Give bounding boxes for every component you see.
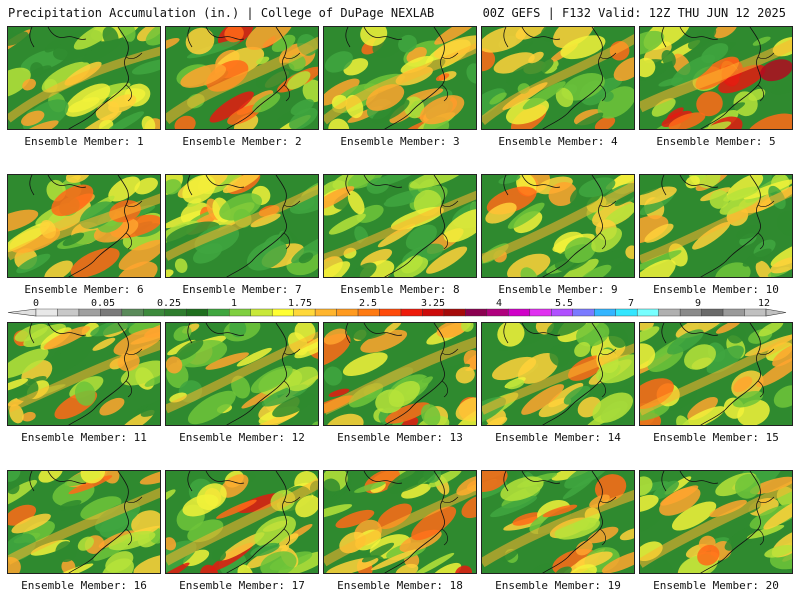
colorbar-swatch xyxy=(336,308,359,317)
ensemble-member-map xyxy=(7,26,161,130)
ensemble-member-label: Ensemble Member: 15 xyxy=(653,431,779,444)
colorbar-tick-label: 2.5 xyxy=(358,298,378,309)
colorbar-swatch xyxy=(78,308,101,317)
colorbar-swatch xyxy=(572,308,595,317)
colorbar-swatch xyxy=(57,308,80,317)
ensemble-member-label: Ensemble Member: 8 xyxy=(340,283,460,296)
colorbar-swatch xyxy=(250,308,273,317)
ensemble-member-label: Ensemble Member: 5 xyxy=(656,135,776,148)
ensemble-member-map xyxy=(165,174,319,278)
model-run-info: 00Z GEFS | F132 Valid: 12Z THU JUN 12 20… xyxy=(482,6,786,20)
colorbar-tick-label: 7 xyxy=(627,298,635,309)
colorbar-swatch xyxy=(35,308,58,317)
ensemble-member-map xyxy=(323,174,477,278)
ensemble-member-label: Ensemble Member: 11 xyxy=(21,431,147,444)
page-title: Precipitation Accumulation (in.) | Colle… xyxy=(8,6,435,20)
colorbar-swatch xyxy=(400,308,423,317)
colorbar-swatch xyxy=(615,308,638,317)
colorbar-tick-label: 4 xyxy=(495,298,503,309)
ensemble-member-map xyxy=(481,322,635,426)
colorbar-swatch xyxy=(551,308,573,317)
colorbar-swatch xyxy=(443,308,466,317)
ensemble-member-label: Ensemble Member: 4 xyxy=(498,135,618,148)
colorbar-swatches xyxy=(7,308,787,317)
ensemble-member-label: Ensemble Member: 1 xyxy=(24,135,144,148)
colorbar-tick-label: 12 xyxy=(757,298,771,309)
ensemble-member-map xyxy=(323,26,477,130)
colorbar-swatch xyxy=(701,308,724,317)
colorbar-swatch xyxy=(379,308,402,317)
colorbar-swatch xyxy=(529,308,552,317)
ensemble-member-map xyxy=(639,174,793,278)
colorbar-swatch xyxy=(186,308,208,317)
colorbar-swatch xyxy=(722,308,745,317)
colorbar-swatch xyxy=(271,308,294,317)
ensemble-member-label: Ensemble Member: 10 xyxy=(653,283,779,296)
colorbar-swatch xyxy=(207,308,230,317)
ensemble-member-label: Ensemble Member: 18 xyxy=(337,579,463,592)
ensemble-member-label: Ensemble Member: 2 xyxy=(182,135,302,148)
ensemble-member-map xyxy=(7,322,161,426)
colorbar-swatch xyxy=(679,308,702,317)
ensemble-member-map xyxy=(165,322,319,426)
ensemble-member-map xyxy=(7,174,161,278)
colorbar-tick-label: 0 xyxy=(32,298,40,309)
colorbar-tick-label: 1 xyxy=(230,298,238,309)
colorbar-low-arrow xyxy=(7,308,37,317)
ensemble-member-map xyxy=(323,322,477,426)
colorbar-tick-label: 3.25 xyxy=(420,298,446,309)
precip-colorbar xyxy=(7,308,787,317)
ensemble-member-map xyxy=(481,470,635,574)
colorbar-swatch xyxy=(636,308,659,317)
ensemble-member-map xyxy=(639,322,793,426)
colorbar-swatch xyxy=(465,308,488,317)
colorbar-swatch xyxy=(594,308,616,317)
colorbar-swatch xyxy=(508,308,531,317)
ensemble-member-label: Ensemble Member: 3 xyxy=(340,135,460,148)
colorbar-tick-label: 9 xyxy=(694,298,702,309)
colorbar-swatch xyxy=(314,308,337,317)
ensemble-member-map xyxy=(639,470,793,574)
ensemble-member-label: Ensemble Member: 6 xyxy=(24,283,144,296)
colorbar-swatch xyxy=(121,308,144,317)
ensemble-member-map xyxy=(639,26,793,130)
ensemble-member-label: Ensemble Member: 17 xyxy=(179,579,305,592)
ensemble-member-label: Ensemble Member: 20 xyxy=(653,579,779,592)
ensemble-member-label: Ensemble Member: 7 xyxy=(182,283,302,296)
ensemble-member-map xyxy=(481,174,635,278)
colorbar-swatch xyxy=(357,308,380,317)
colorbar-swatch xyxy=(486,308,509,317)
colorbar-swatch xyxy=(100,308,123,317)
colorbar-swatch xyxy=(422,308,445,317)
colorbar-swatch xyxy=(229,308,251,317)
ensemble-member-label: Ensemble Member: 14 xyxy=(495,431,621,444)
colorbar-tick-label: 5.5 xyxy=(554,298,574,309)
colorbar-tick-label: 0.25 xyxy=(156,298,182,309)
colorbar-tick-label: 0.05 xyxy=(90,298,116,309)
ensemble-member-label: Ensemble Member: 12 xyxy=(179,431,305,444)
ensemble-member-label: Ensemble Member: 19 xyxy=(495,579,621,592)
colorbar-swatch xyxy=(293,308,316,317)
colorbar-high-arrow xyxy=(765,308,787,317)
ensemble-member-map xyxy=(165,26,319,130)
ensemble-member-map xyxy=(7,470,161,574)
ensemble-member-map xyxy=(481,26,635,130)
colorbar-swatch xyxy=(658,308,681,317)
colorbar-swatch xyxy=(164,308,187,317)
colorbar-swatch xyxy=(744,308,767,317)
ensemble-member-label: Ensemble Member: 13 xyxy=(337,431,463,444)
ensemble-member-map xyxy=(323,470,477,574)
ensemble-member-label: Ensemble Member: 9 xyxy=(498,283,618,296)
colorbar-swatch xyxy=(143,308,166,317)
colorbar-tick-label: 1.75 xyxy=(287,298,313,309)
ensemble-member-label: Ensemble Member: 16 xyxy=(21,579,147,592)
ensemble-member-map xyxy=(165,470,319,574)
